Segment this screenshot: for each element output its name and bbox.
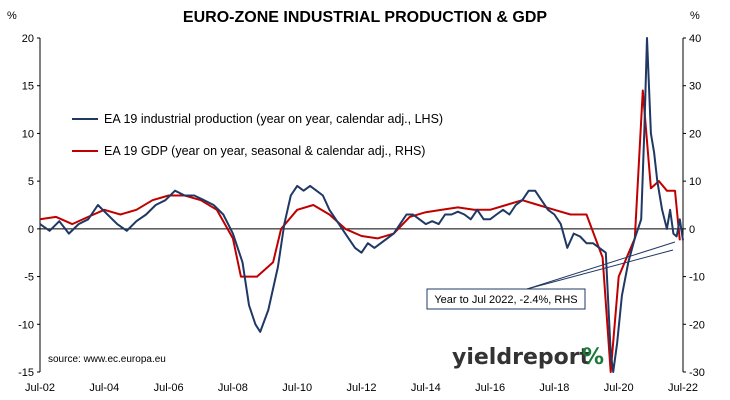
legend: EA 19 industrial production (year on yea… [72,112,443,158]
right-tick-label: 40 [689,33,701,45]
annotation-leader-2 [526,249,674,290]
x-tick-label: Jul-16 [475,382,505,394]
x-tick-label: Jul-18 [539,382,569,394]
left-tick-label: -10 [18,319,34,331]
right-tick-label: -10 [689,272,705,284]
x-tick-label: Jul-12 [347,382,377,394]
x-tick-label: Jul-10 [282,382,312,394]
annotation-text: Year to Jul 2022, -2.4%, RHS [434,294,577,306]
brand-text: yieldreport [452,345,591,370]
left-tick-label: 20 [22,33,34,45]
left-axis-unit: % [7,10,17,22]
annotation: Year to Jul 2022, -2.4%, RHS [426,241,676,310]
legend-label-ip: EA 19 industrial production (year on yea… [104,112,443,126]
brand-logo: yieldreport % [452,345,604,370]
left-tick-label: 15 [22,81,34,93]
chart-title: EURO-ZONE INDUSTRIAL PRODUCTION & GDP [183,9,547,26]
annotation-leader-1 [526,241,676,290]
left-tick-label: 10 [22,128,34,140]
left-tick-label: 0 [28,224,34,236]
x-axis-ticks: Jul-02 Jul-04 Jul-06 Jul-08 Jul-10 Jul-12 Jul-… [25,382,698,394]
right-tick-label: 0 [689,224,695,236]
source-note: source: www.ec.europa.eu [48,354,166,365]
x-tick-label: Jul-22 [668,382,698,394]
x-tick-label: Jul-04 [89,382,119,394]
x-tick-label: Jul-06 [154,382,184,394]
left-tick-label: -5 [24,272,34,284]
right-axis-ticks: -30 -20 -10 0 10 20 30 40 [683,33,705,379]
left-axis-ticks: -15 -10 -5 0 5 10 15 20 [18,33,40,379]
x-tick-label: Jul-14 [411,382,441,394]
right-tick-label: 10 [689,176,701,188]
right-tick-label: -20 [689,319,705,331]
x-tick-label: Jul-08 [218,382,248,394]
x-tick-label: Jul-02 [25,382,55,394]
legend-label-gdp: EA 19 GDP (year on year, seasonal & cale… [104,144,425,158]
right-tick-label: 30 [689,81,701,93]
right-tick-label: 20 [689,128,701,140]
series-line-ip [39,37,684,373]
left-tick-label: -15 [18,367,34,379]
x-tick-label: Jul-20 [604,382,634,394]
series-line-gdp [39,89,681,373]
left-tick-label: 5 [28,176,34,188]
right-tick-label: -30 [689,367,705,379]
brand-mark: % [582,345,604,370]
right-axis-unit: % [690,10,700,22]
annotation-box [426,288,586,310]
